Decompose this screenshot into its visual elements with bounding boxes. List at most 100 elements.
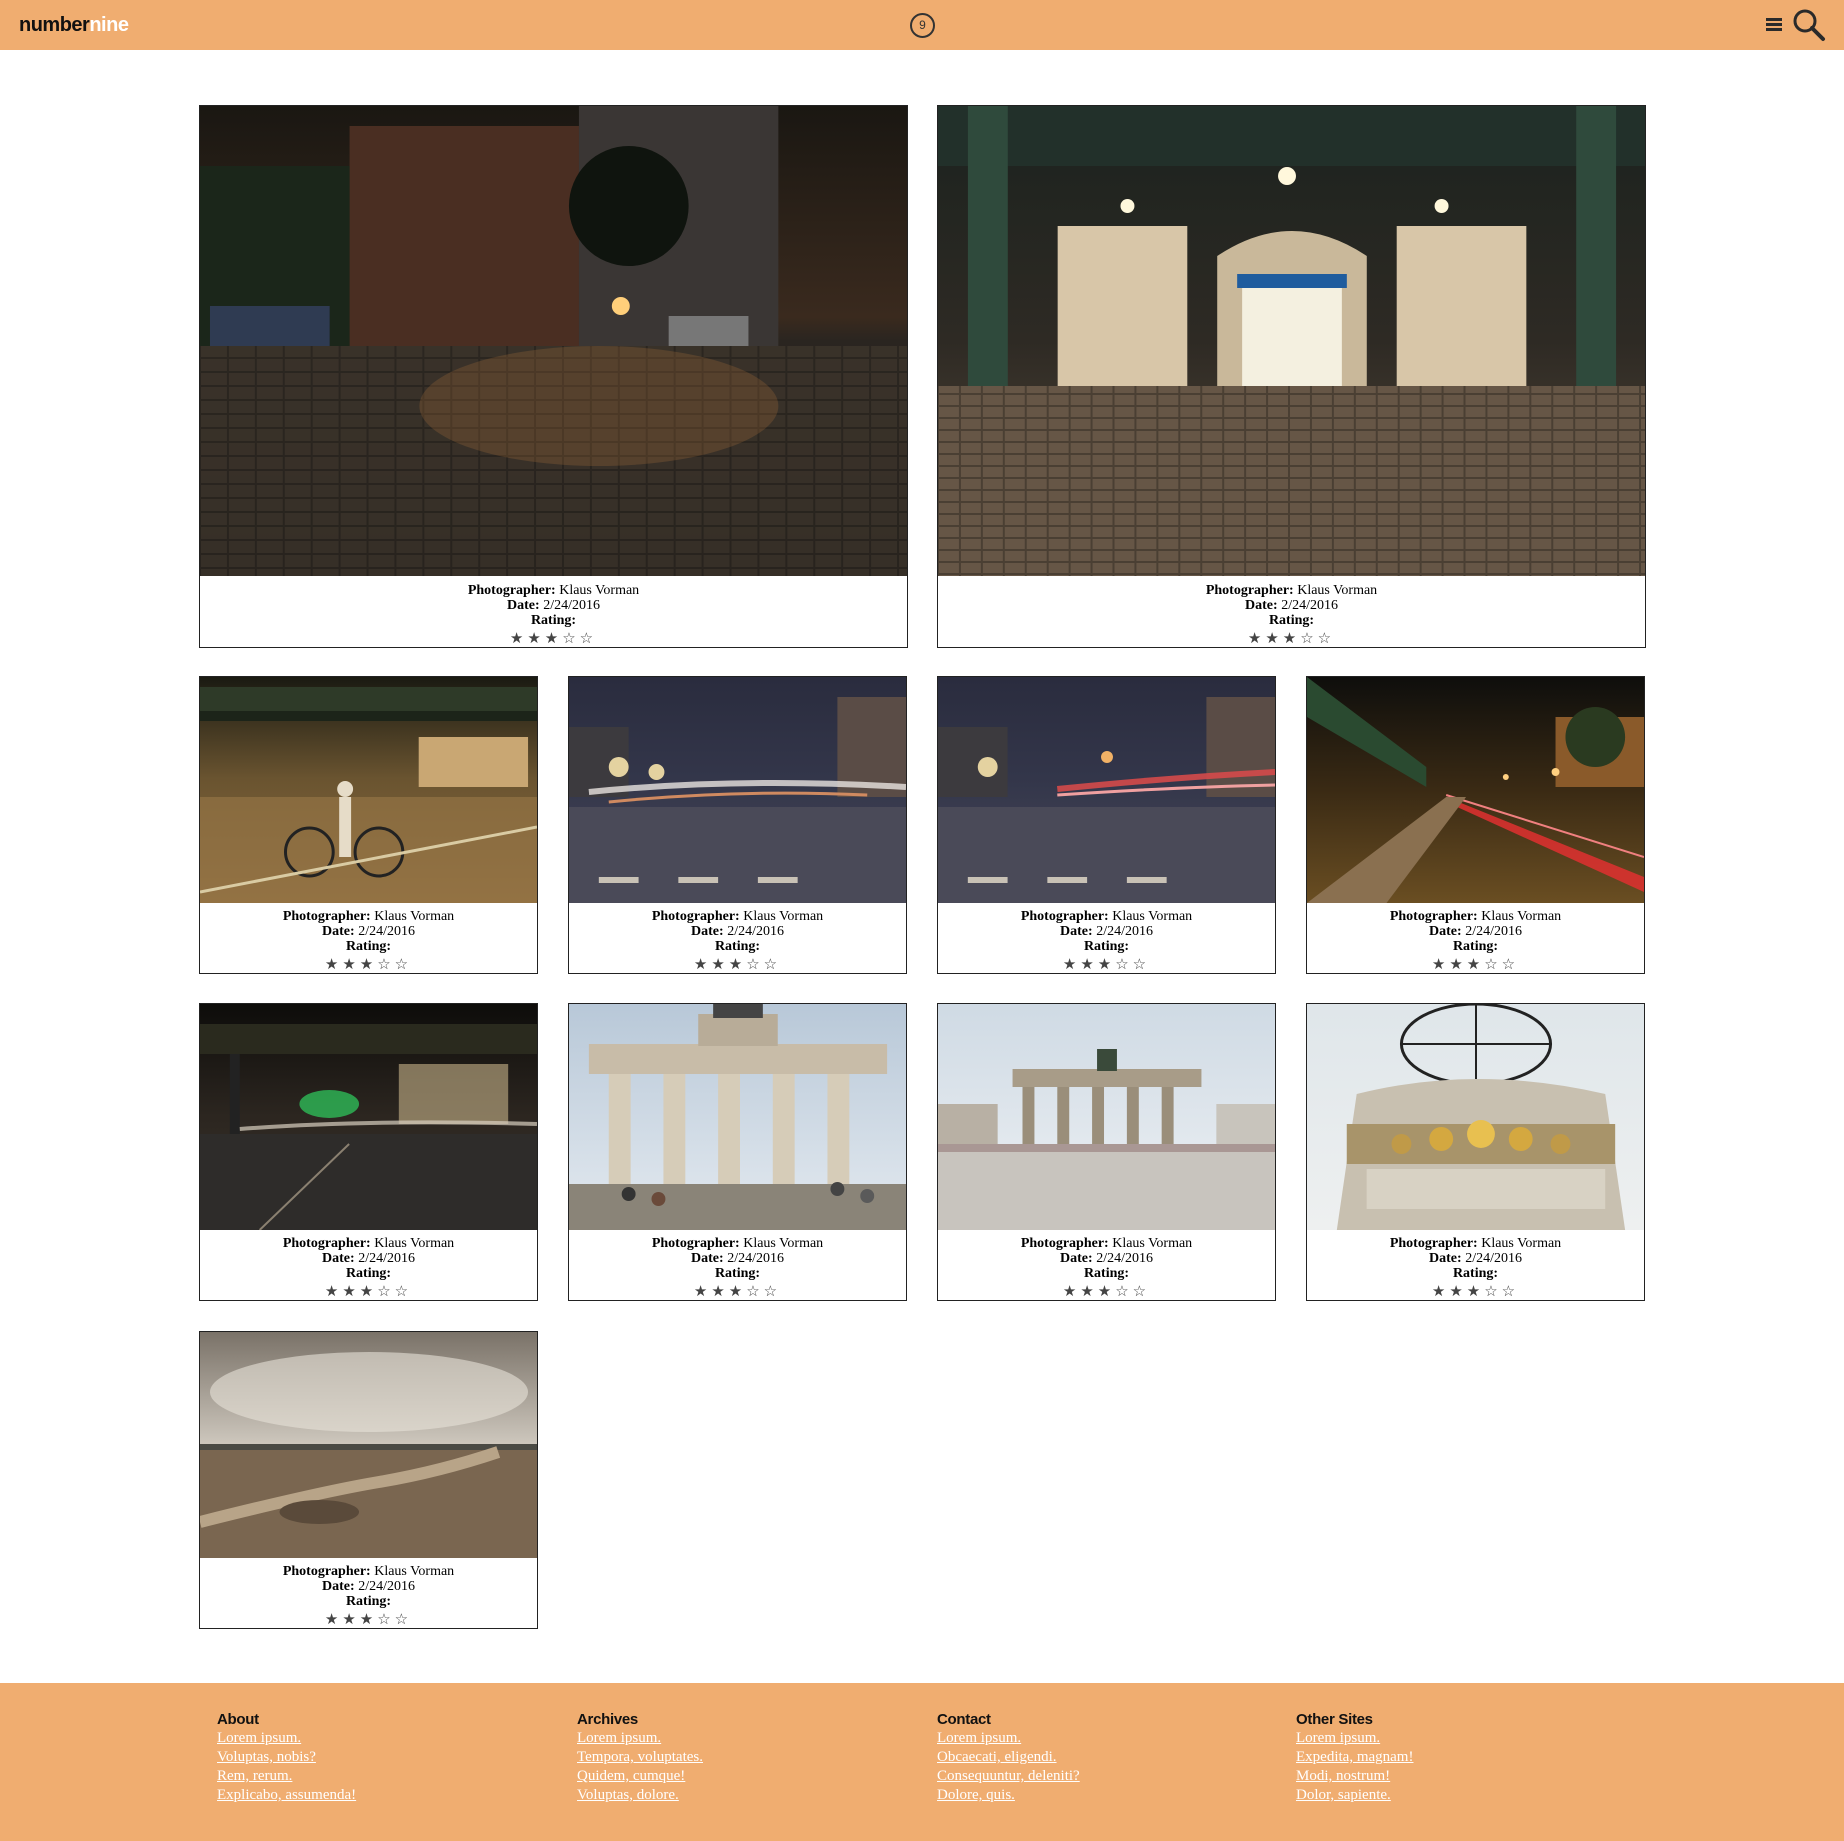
photo-date: 2/24/2016	[1096, 924, 1153, 939]
date-line: Date: 2/24/2016	[569, 924, 906, 939]
date-label: Date:	[507, 598, 540, 613]
footer-column-other-sites: Other Sites Lorem ipsum. Expedita, magna…	[1296, 1711, 1596, 1805]
photo-meta: Photographer: Klaus Vorman Date: 2/24/201…	[569, 1232, 906, 1300]
rating-label: Rating:	[345, 1594, 392, 1609]
footer-link[interactable]: Explicabo, assumenda!	[217, 1787, 357, 1803]
photo-image[interactable]	[200, 1332, 537, 1558]
photo-image[interactable]	[569, 1004, 906, 1230]
photo-date: 2/24/2016	[543, 598, 600, 613]
footer-link[interactable]: Voluptas, dolore.	[577, 1787, 679, 1803]
photographer-line: Photographer: Klaus Vorman	[938, 909, 1275, 924]
photo-image[interactable]	[569, 677, 906, 903]
footer-link[interactable]: Expedita, magnam!	[1296, 1749, 1414, 1765]
star-rating[interactable]: ★★★☆☆	[1247, 629, 1336, 647]
photographer-line: Photographer: Klaus Vorman	[200, 583, 907, 598]
photo-card[interactable]: Photographer: Klaus Vorman Date: 2/24/201…	[199, 1331, 538, 1629]
photo-card[interactable]: Photographer: Klaus Vorman Date: 2/24/201…	[199, 105, 908, 648]
photo-card[interactable]: Photographer: Klaus Vorman Date: 2/24/201…	[568, 1003, 907, 1301]
photo-card[interactable]: Photographer: Klaus Vorman Date: 2/24/201…	[937, 105, 1646, 648]
photo-meta: Photographer: Klaus Vorman Date: 2/24/201…	[200, 905, 537, 973]
date-label: Date:	[1429, 1251, 1462, 1266]
photo-card[interactable]: Photographer: Klaus Vorman Date: 2/24/201…	[937, 676, 1276, 974]
photo-image[interactable]	[1307, 677, 1644, 903]
photo-card[interactable]: Photographer: Klaus Vorman Date: 2/24/201…	[199, 676, 538, 974]
photographer-label: Photographer:	[282, 1236, 371, 1251]
footer-link[interactable]: Rem, rerum.	[217, 1768, 293, 1784]
rating-line: Rating:	[200, 613, 907, 628]
footer-link[interactable]: Quidem, cumque!	[577, 1768, 686, 1784]
photographer-line: Photographer: Klaus Vorman	[200, 1564, 537, 1579]
star-rating[interactable]: ★★★☆☆	[693, 955, 782, 973]
photo-meta: Photographer: Klaus Vorman Date: 2/24/201…	[1307, 905, 1644, 973]
footer-heading: Contact	[937, 1711, 991, 1728]
photographer-label: Photographer:	[1389, 1236, 1478, 1251]
footer-link[interactable]: Obcaecati, eligendi.	[937, 1749, 1057, 1765]
photo-image[interactable]	[200, 677, 537, 903]
rating-label: Rating:	[1083, 1266, 1130, 1281]
star-rating[interactable]: ★★★☆☆	[509, 629, 598, 647]
photo-image[interactable]	[200, 106, 907, 576]
star-rating[interactable]: ★★★☆☆	[1431, 955, 1520, 973]
star-rating[interactable]: ★★★☆☆	[693, 1282, 782, 1300]
photo-card[interactable]: Photographer: Klaus Vorman Date: 2/24/201…	[937, 1003, 1276, 1301]
logo-text-number: number	[19, 14, 90, 36]
star-rating[interactable]: ★★★☆☆	[324, 955, 413, 973]
site-logo[interactable]: numbernine	[19, 13, 129, 37]
photo-meta: Photographer: Klaus Vorman Date: 2/24/201…	[569, 905, 906, 973]
star-rating[interactable]: ★★★☆☆	[324, 1282, 413, 1300]
date-label: Date:	[1429, 924, 1462, 939]
hamburger-menu-icon[interactable]	[1766, 18, 1782, 32]
photographer-name: Klaus Vorman	[1297, 583, 1378, 598]
footer-link[interactable]: Lorem ipsum.	[1296, 1730, 1381, 1746]
photographer-label: Photographer:	[1020, 909, 1109, 924]
footer-link[interactable]: Consequuntur, deleniti?	[937, 1768, 1080, 1784]
search-icon[interactable]	[1792, 8, 1826, 42]
footer-link[interactable]: Lorem ipsum.	[937, 1730, 1022, 1746]
photo-card[interactable]: Photographer: Klaus Vorman Date: 2/24/201…	[568, 676, 907, 974]
date-line: Date: 2/24/2016	[200, 1251, 537, 1266]
footer-link[interactable]: Lorem ipsum.	[577, 1730, 662, 1746]
footer-link[interactable]: Dolor, sapiente.	[1296, 1787, 1391, 1803]
date-line: Date: 2/24/2016	[200, 924, 537, 939]
footer-link[interactable]: Lorem ipsum.	[217, 1730, 302, 1746]
photo-date: 2/24/2016	[358, 1579, 415, 1594]
photo-image[interactable]	[1307, 1004, 1644, 1230]
date-label: Date:	[322, 1251, 355, 1266]
logo-text-nine: nine	[89, 14, 129, 36]
footer-link[interactable]: Tempora, voluptates.	[577, 1749, 703, 1765]
photographer-name: Klaus Vorman	[1112, 1236, 1193, 1251]
photo-image[interactable]	[938, 1004, 1275, 1230]
date-label: Date:	[1245, 598, 1278, 613]
date-line: Date: 2/24/2016	[938, 1251, 1275, 1266]
photo-card[interactable]: Photographer: Klaus Vorman Date: 2/24/201…	[1306, 1003, 1645, 1301]
photo-date: 2/24/2016	[358, 1251, 415, 1266]
rating-line: Rating:	[200, 1266, 537, 1281]
photographer-name: Klaus Vorman	[1112, 909, 1193, 924]
photographer-name: Klaus Vorman	[743, 1236, 824, 1251]
photo-image[interactable]	[200, 1004, 537, 1230]
photographer-line: Photographer: Klaus Vorman	[938, 1236, 1275, 1251]
rating-label: Rating:	[1083, 939, 1130, 954]
star-rating[interactable]: ★★★☆☆	[324, 1610, 413, 1628]
photo-date: 2/24/2016	[1096, 1251, 1153, 1266]
rating-line: Rating:	[1307, 1266, 1644, 1281]
photo-meta: Photographer: Klaus Vorman Date: 2/24/201…	[200, 1232, 537, 1300]
photo-image[interactable]	[938, 677, 1275, 903]
photographer-line: Photographer: Klaus Vorman	[1307, 909, 1644, 924]
photographer-label: Photographer:	[282, 1564, 371, 1579]
site-footer: About Lorem ipsum. Voluptas, nobis? Rem,…	[0, 1683, 1844, 1841]
photographer-line: Photographer: Klaus Vorman	[569, 909, 906, 924]
footer-link[interactable]: Dolore, quis.	[937, 1787, 1015, 1803]
photo-card[interactable]: Photographer: Klaus Vorman Date: 2/24/201…	[1306, 676, 1645, 974]
star-rating[interactable]: ★★★☆☆	[1431, 1282, 1520, 1300]
star-rating[interactable]: ★★★☆☆	[1062, 955, 1151, 973]
star-rating[interactable]: ★★★☆☆	[1062, 1282, 1151, 1300]
date-label: Date:	[322, 924, 355, 939]
footer-link[interactable]: Voluptas, nobis?	[217, 1749, 316, 1765]
date-line: Date: 2/24/2016	[1307, 924, 1644, 939]
photo-image[interactable]	[938, 106, 1645, 576]
photo-card[interactable]: Photographer: Klaus Vorman Date: 2/24/201…	[199, 1003, 538, 1301]
rating-line: Rating:	[938, 613, 1645, 628]
rating-label: Rating:	[714, 1266, 761, 1281]
footer-link[interactable]: Modi, nostrum!	[1296, 1768, 1391, 1784]
